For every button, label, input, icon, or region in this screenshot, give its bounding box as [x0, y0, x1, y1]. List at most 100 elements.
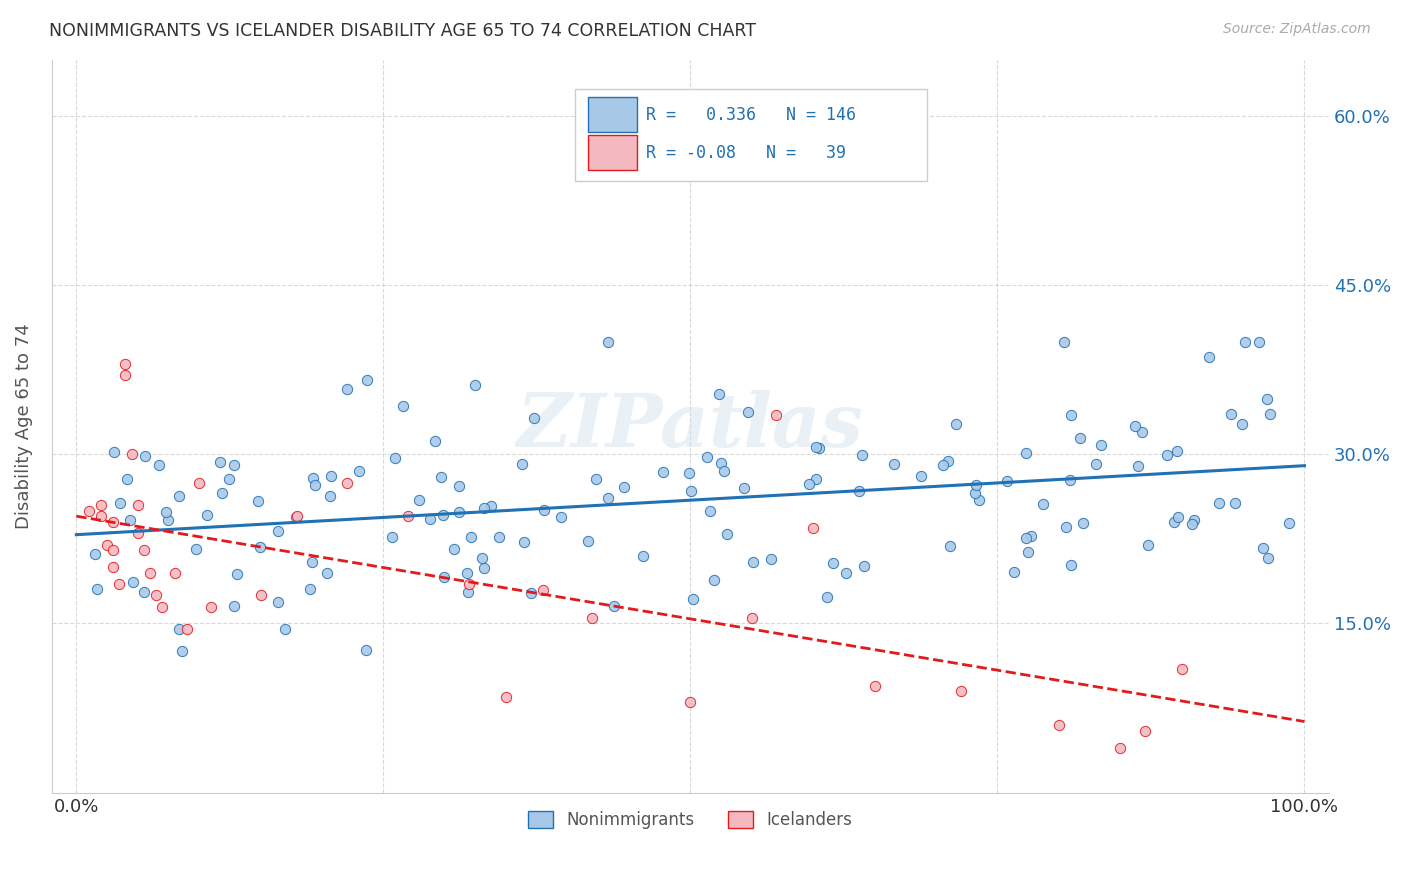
Point — [1060, 558, 1083, 572]
Point — [699, 504, 721, 518]
Point — [127, 526, 149, 541]
Point — [90, 498, 112, 512]
Point — [1109, 740, 1132, 755]
Point — [936, 453, 959, 467]
Point — [1163, 515, 1185, 529]
Point — [460, 531, 482, 545]
Point — [302, 471, 325, 485]
Point — [1170, 662, 1192, 676]
Point — [396, 509, 419, 524]
Point — [1232, 417, 1254, 432]
Point — [432, 508, 454, 523]
Point — [1053, 334, 1076, 349]
Point — [932, 458, 955, 472]
Point — [419, 512, 441, 526]
Point — [167, 622, 190, 636]
Point — [883, 457, 905, 471]
Point — [108, 496, 131, 510]
Point — [742, 555, 765, 569]
Point — [963, 486, 986, 500]
Point — [1123, 419, 1146, 434]
Point — [456, 566, 478, 580]
Point — [678, 467, 700, 481]
Point — [139, 566, 162, 580]
Point — [797, 477, 820, 491]
Point — [298, 582, 321, 596]
Point — [114, 357, 136, 371]
Point — [347, 464, 370, 478]
Point — [1223, 496, 1246, 510]
Point — [186, 542, 208, 557]
Point — [479, 499, 502, 513]
Point — [86, 582, 108, 596]
Point — [188, 475, 211, 490]
Point — [1156, 448, 1178, 462]
Point — [852, 558, 875, 573]
Point — [679, 695, 702, 709]
Point — [733, 482, 755, 496]
Point — [696, 450, 718, 464]
Point — [1137, 538, 1160, 552]
Point — [759, 551, 782, 566]
Point — [1257, 551, 1279, 566]
Point — [115, 472, 138, 486]
Point — [163, 566, 186, 580]
Point — [710, 456, 733, 470]
Point — [821, 556, 844, 570]
Point — [101, 515, 124, 529]
Point — [273, 622, 295, 636]
Point — [1277, 516, 1299, 531]
Point — [84, 547, 107, 561]
Y-axis label: Disability Age 65 to 74: Disability Age 65 to 74 — [15, 323, 32, 529]
Point — [851, 448, 873, 462]
Point — [132, 585, 155, 599]
Point — [114, 368, 136, 383]
Point — [1060, 409, 1083, 423]
Point — [806, 472, 828, 486]
Point — [967, 493, 990, 508]
Point — [804, 440, 827, 454]
Point — [531, 582, 554, 597]
Point — [679, 483, 702, 498]
Point — [77, 504, 100, 518]
Point — [737, 404, 759, 418]
Point — [513, 535, 536, 549]
Point — [910, 469, 932, 483]
Point — [247, 494, 270, 508]
Point — [1251, 541, 1274, 556]
Point — [471, 550, 494, 565]
Point — [682, 592, 704, 607]
Point — [155, 505, 177, 519]
Point — [458, 577, 481, 591]
Point — [523, 411, 546, 425]
Point — [1208, 496, 1230, 510]
Point — [815, 590, 838, 604]
Point — [472, 560, 495, 574]
Point — [1166, 444, 1188, 458]
Point — [848, 484, 870, 499]
Point — [356, 373, 378, 387]
Point — [808, 442, 831, 456]
Point — [631, 549, 654, 564]
Point — [208, 455, 231, 469]
Text: NONIMMIGRANTS VS ICELANDER DISABILITY AGE 65 TO 74 CORRELATION CHART: NONIMMIGRANTS VS ICELANDER DISABILITY AG… — [49, 22, 756, 40]
Point — [176, 622, 198, 636]
Point — [319, 489, 342, 503]
Point — [301, 555, 323, 569]
Point — [651, 465, 673, 479]
Point — [200, 599, 222, 614]
Point — [938, 539, 960, 553]
Point — [713, 464, 735, 478]
Point — [801, 521, 824, 535]
Point — [284, 509, 307, 524]
Point — [995, 475, 1018, 489]
Point — [103, 445, 125, 459]
Point — [576, 534, 599, 549]
Point — [1090, 437, 1112, 451]
Point — [581, 611, 603, 625]
Point — [443, 541, 465, 556]
Point — [172, 643, 194, 657]
Point — [287, 509, 309, 524]
Point — [127, 498, 149, 512]
Point — [120, 513, 142, 527]
